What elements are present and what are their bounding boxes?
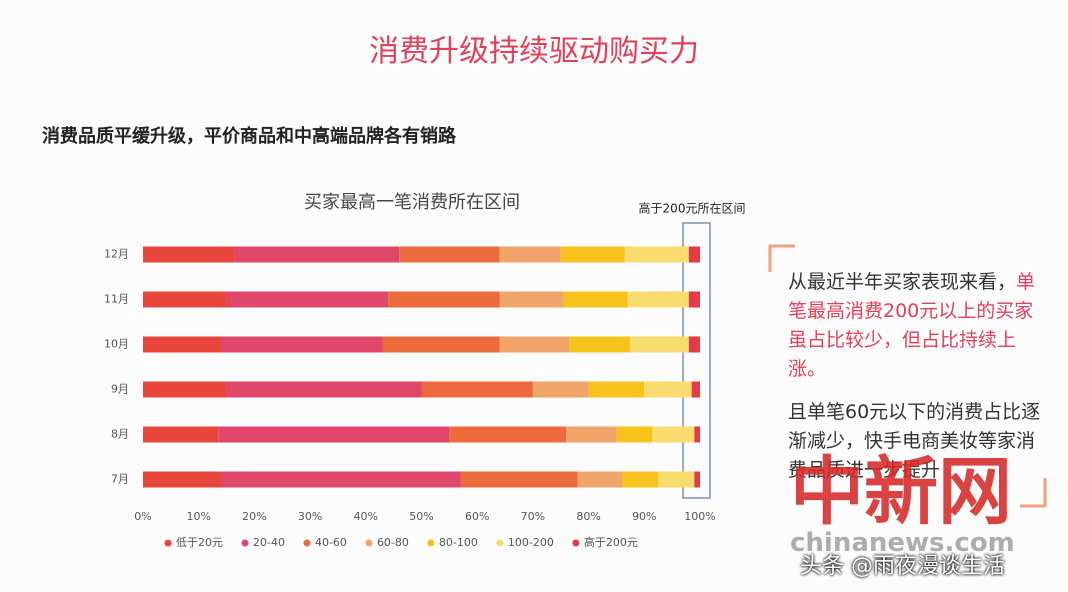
note-highlight: 单笔最高消费200元以上的买家虽占比较少，但占比持续上涨。 (788, 271, 1036, 380)
bar-segment (627, 291, 689, 308)
x-tick-label: 20% (242, 510, 266, 523)
bar-segment (563, 291, 628, 308)
watermark: 中新网 (790, 449, 1012, 535)
bar-segment (460, 471, 578, 488)
bar-segment (226, 381, 422, 398)
x-tick-label: 80% (576, 510, 600, 523)
bar-segment (694, 426, 700, 443)
annotation: 高于200元所在区间 (639, 201, 746, 216)
bar-segment (143, 426, 219, 443)
bar-segment (691, 381, 700, 398)
x-tick-label: 60% (465, 510, 489, 523)
bar-segment (399, 246, 500, 263)
bar-segment (588, 381, 645, 398)
bar-segment (499, 246, 561, 263)
legend-label: 高于200元 (584, 535, 638, 549)
bar-segment (143, 336, 221, 353)
bar-segment (694, 471, 700, 488)
y-tick-label: 7月 (111, 473, 129, 486)
legend-swatch (427, 539, 435, 547)
highlight-box (682, 222, 711, 499)
note-text: 从最近半年买家表现来看， (788, 271, 1017, 293)
legend-label: 40-60 (315, 536, 347, 549)
bar-segment (652, 426, 695, 443)
corner-bracket (768, 244, 795, 272)
credit: 头条 @雨夜漫谈生活 (800, 554, 1005, 579)
legend-swatch (365, 539, 373, 547)
bar-segment (449, 426, 567, 443)
bar-segment (688, 246, 700, 263)
bar-segment (569, 336, 631, 353)
legend-label: 100-200 (508, 536, 554, 549)
note-text: 且单笔60元以下的消费占比逐渐减少，快手电商美妆等家消费品质进一步提升 (788, 401, 1041, 481)
bar-segment (577, 471, 623, 488)
legend-swatch (572, 539, 580, 547)
x-tick-label: 30% (298, 510, 322, 523)
bar-segment (499, 291, 564, 308)
bar-segment (616, 426, 653, 443)
x-tick-label: 100% (684, 510, 715, 523)
watermark: chinanews.com (790, 528, 1015, 558)
bar-segment (382, 336, 500, 353)
bar-segment (532, 381, 589, 398)
x-tick-label: 50% (409, 510, 433, 523)
notes: 从最近半年买家表现来看，单笔最高消费200元以上的买家虽占比较少，但占比持续上涨… (788, 268, 1050, 499)
bar-segment (688, 291, 700, 308)
y-tick-label: 8月 (111, 428, 129, 441)
bar-segment (234, 246, 400, 263)
slide-title: 消费升级持续驱动购买力 (369, 34, 699, 69)
x-tick-label: 90% (632, 510, 656, 523)
x-tick-label: 0% (134, 510, 151, 523)
bar-segment (658, 471, 695, 488)
bar-segment (226, 291, 389, 308)
bar-segment (388, 291, 500, 308)
bar-segment (143, 246, 235, 263)
x-tick-label: 10% (186, 510, 210, 523)
bar-segment (421, 381, 533, 398)
bar-segment (644, 381, 692, 398)
bar-segment (566, 426, 617, 443)
bar-segment (143, 291, 227, 308)
bar-segment (624, 246, 689, 263)
y-tick-label: 10月 (104, 338, 129, 351)
legend-label: 20-40 (253, 536, 285, 549)
corner-bracket (1020, 478, 1047, 508)
legend-label: 低于20元 (176, 536, 223, 549)
bar-segment (560, 246, 625, 263)
bar-segment (688, 336, 700, 353)
bar-segment (218, 426, 450, 443)
chart-title: 买家最高一笔消费所在区间 (304, 192, 520, 213)
legend-swatch (241, 539, 249, 547)
bar-segment (630, 336, 689, 353)
legend-swatch (164, 539, 172, 547)
bar-segment (220, 471, 461, 488)
bar-segment (499, 336, 570, 353)
bar-segment (143, 471, 221, 488)
legend-label: 80-100 (439, 536, 478, 549)
slide-subtitle: 消费品质平缓升级，平价商品和中高端品牌各有销路 (42, 126, 456, 147)
x-tick-label: 70% (521, 510, 545, 523)
bar-segment (220, 336, 383, 353)
legend-swatch (496, 539, 504, 547)
y-tick-label: 9月 (111, 383, 129, 396)
bar-segment (622, 471, 659, 488)
legend-label: 60-80 (377, 536, 409, 549)
bar-segment (143, 381, 227, 398)
y-tick-label: 11月 (104, 293, 129, 306)
x-tick-label: 40% (354, 510, 378, 523)
y-tick-label: 12月 (104, 248, 129, 261)
legend-swatch (303, 539, 311, 547)
